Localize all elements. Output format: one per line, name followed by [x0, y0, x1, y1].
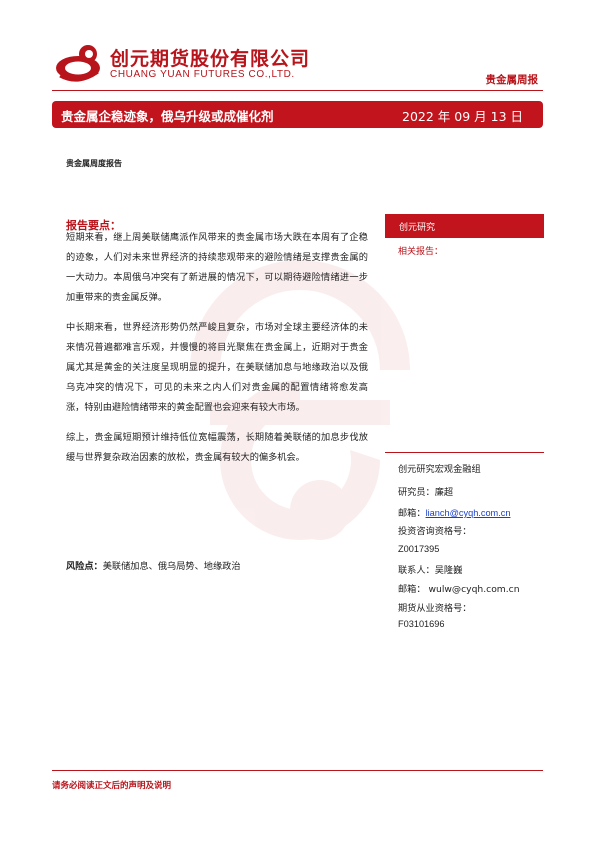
- summary-paragraph-conclusion: 综上，贵金属短期预计维持低位宽幅震荡，长期随着美联储的加息步伐放缓与世界复杂政治…: [66, 432, 368, 463]
- summary-paragraph-short-term: 短期来看，继上周美联储鹰派作风带来的贵金属市场大跌在本周有了企稳的迹象，人们对未…: [66, 232, 368, 303]
- research-group: 创元研究宏观金融组: [398, 464, 481, 475]
- researcher-name: 研究员：廉超: [398, 487, 454, 498]
- report-points-heading: 报告要点：: [66, 219, 121, 232]
- report-type-label: 贵金属周报: [485, 74, 539, 86]
- watermark-logo-icon: [190, 260, 410, 540]
- summary-paragraph-long-term: 中长期来看，世界经济形势仍然严峻且复杂，市场对全球主要经济体的未来情况普遍都难言…: [66, 322, 368, 413]
- contact-email: 邮箱： wulw@cyqh.com.cn: [398, 584, 520, 595]
- report-title: 贵金属企稳迹象，俄乌升级或成催化剂: [61, 109, 274, 124]
- researcher-email-link[interactable]: lianch@cyqh.com.cn: [425, 508, 511, 518]
- consulting-license-label: 投资咨询资格号：: [398, 526, 472, 537]
- researcher-email-row: 邮箱：lianch@cyqh.com.cn: [398, 505, 510, 519]
- report-category: 贵金属周度报告: [66, 159, 122, 168]
- company-name-cn: 创元期货股份有限公司: [110, 48, 311, 70]
- footer-divider: [52, 770, 543, 771]
- related-reports-label: 相关报告：: [398, 247, 444, 257]
- sidebar-header: 创元研究: [385, 214, 544, 238]
- risk-text: 美联储加息、俄乌局势、地缘政治: [102, 561, 241, 572]
- futures-license-number: F03101696: [398, 619, 445, 629]
- sidebar-header-label: 创元研究: [399, 223, 436, 233]
- report-date: 2022 年 09 月 13 日: [402, 109, 523, 124]
- company-logo-icon: [56, 45, 100, 82]
- disclaimer-note: 请务必阅读正文后的声明及说明: [52, 781, 172, 791]
- sidebar-divider: [385, 452, 544, 453]
- futures-license-label: 期货从业资格号：: [398, 603, 472, 614]
- consulting-license-number: Z0017395: [398, 544, 440, 554]
- header-divider: [52, 90, 543, 91]
- title-banner: 贵金属企稳迹象，俄乌升级或成催化剂 2022 年 09 月 13 日: [52, 101, 543, 128]
- risk-label: 风险点：: [66, 561, 103, 572]
- contact-person: 联系人：吴隆巍: [398, 565, 463, 576]
- risk-points: 风险点：美联储加息、俄乌局势、地缘政治: [66, 558, 368, 572]
- researcher-email-label: 邮箱：: [398, 508, 426, 519]
- company-name-en: CHUANG YUAN FUTURES CO.,LTD.: [110, 69, 295, 80]
